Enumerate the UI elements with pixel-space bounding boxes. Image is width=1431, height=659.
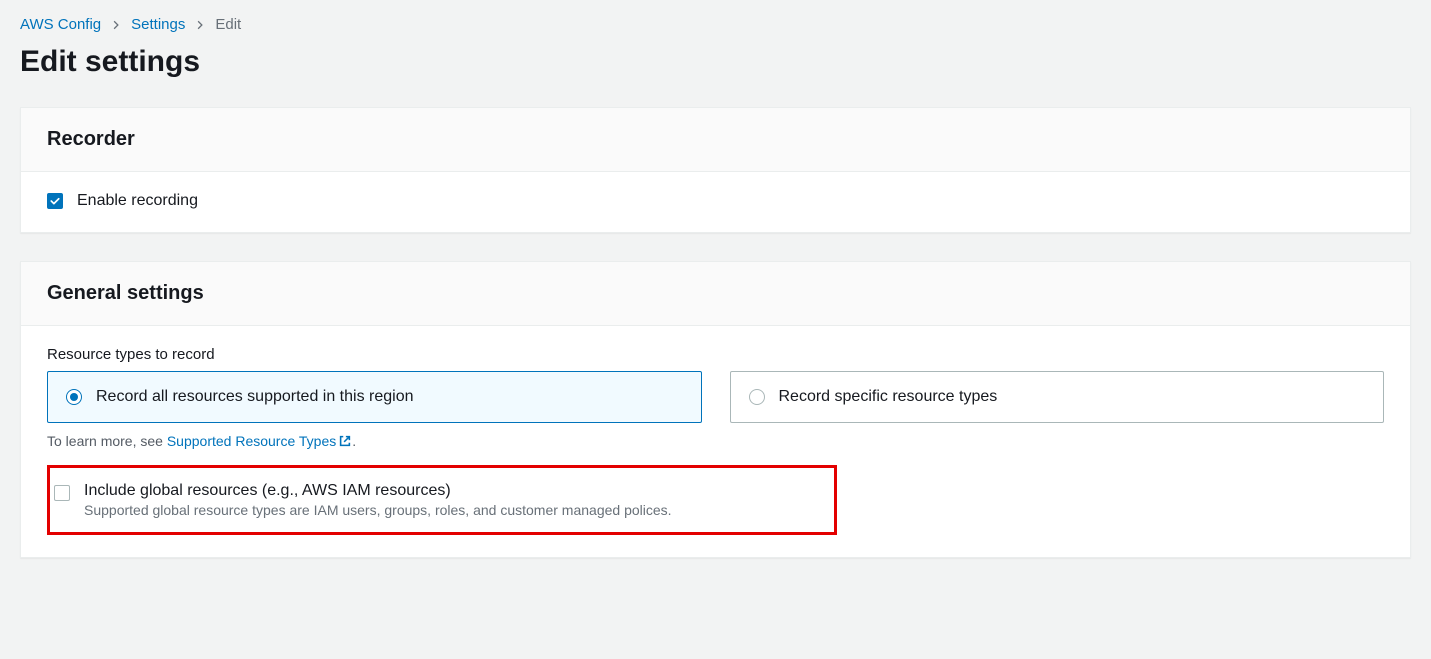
breadcrumb-link-aws-config[interactable]: AWS Config bbox=[20, 16, 101, 33]
radio-icon bbox=[66, 389, 82, 405]
resource-types-help: To learn more, see Supported Resource Ty… bbox=[47, 433, 1384, 449]
enable-recording-checkbox[interactable] bbox=[47, 193, 63, 209]
help-prefix: To learn more, see bbox=[47, 433, 167, 449]
breadcrumb-link-settings[interactable]: Settings bbox=[131, 16, 185, 33]
resource-types-radio-group: Record all resources supported in this r… bbox=[47, 371, 1384, 423]
include-global-description: Supported global resource types are IAM … bbox=[84, 502, 672, 518]
radio-record-all-label: Record all resources supported in this r… bbox=[96, 388, 414, 406]
include-global-checkbox[interactable] bbox=[54, 485, 70, 501]
recorder-panel-title: Recorder bbox=[47, 128, 1384, 151]
radio-dot-icon bbox=[70, 393, 78, 401]
chevron-right-icon bbox=[195, 20, 205, 30]
radio-icon bbox=[749, 389, 765, 405]
recorder-panel: Recorder Enable recording bbox=[20, 107, 1411, 233]
breadcrumb: AWS Config Settings Edit bbox=[20, 16, 1411, 33]
general-settings-body: Resource types to record Record all reso… bbox=[21, 326, 1410, 557]
resource-types-label: Resource types to record bbox=[47, 346, 1384, 363]
include-global-text: Include global resources (e.g., AWS IAM … bbox=[84, 482, 672, 518]
page-root: AWS Config Settings Edit Edit settings R… bbox=[0, 0, 1431, 602]
help-suffix: . bbox=[352, 433, 356, 449]
general-settings-panel: General settings Resource types to recor… bbox=[20, 261, 1411, 558]
radio-record-specific-label: Record specific resource types bbox=[779, 388, 998, 406]
radio-record-specific[interactable]: Record specific resource types bbox=[730, 371, 1385, 423]
external-link-icon bbox=[338, 434, 352, 448]
radio-record-all[interactable]: Record all resources supported in this r… bbox=[47, 371, 702, 423]
recorder-panel-body: Enable recording bbox=[21, 172, 1410, 232]
recorder-panel-header: Recorder bbox=[21, 108, 1410, 172]
enable-recording-label: Enable recording bbox=[77, 192, 198, 210]
chevron-right-icon bbox=[111, 20, 121, 30]
include-global-highlight: Include global resources (e.g., AWS IAM … bbox=[47, 465, 837, 535]
page-title: Edit settings bbox=[20, 45, 1411, 79]
help-link-text: Supported Resource Types bbox=[167, 433, 336, 449]
enable-recording-row: Enable recording bbox=[47, 192, 1384, 210]
include-global-title: Include global resources (e.g., AWS IAM … bbox=[84, 482, 672, 500]
supported-resource-types-link[interactable]: Supported Resource Types bbox=[167, 433, 352, 449]
check-icon bbox=[49, 195, 61, 207]
general-settings-title: General settings bbox=[47, 282, 1384, 305]
general-settings-header: General settings bbox=[21, 262, 1410, 326]
breadcrumb-current: Edit bbox=[215, 16, 241, 33]
